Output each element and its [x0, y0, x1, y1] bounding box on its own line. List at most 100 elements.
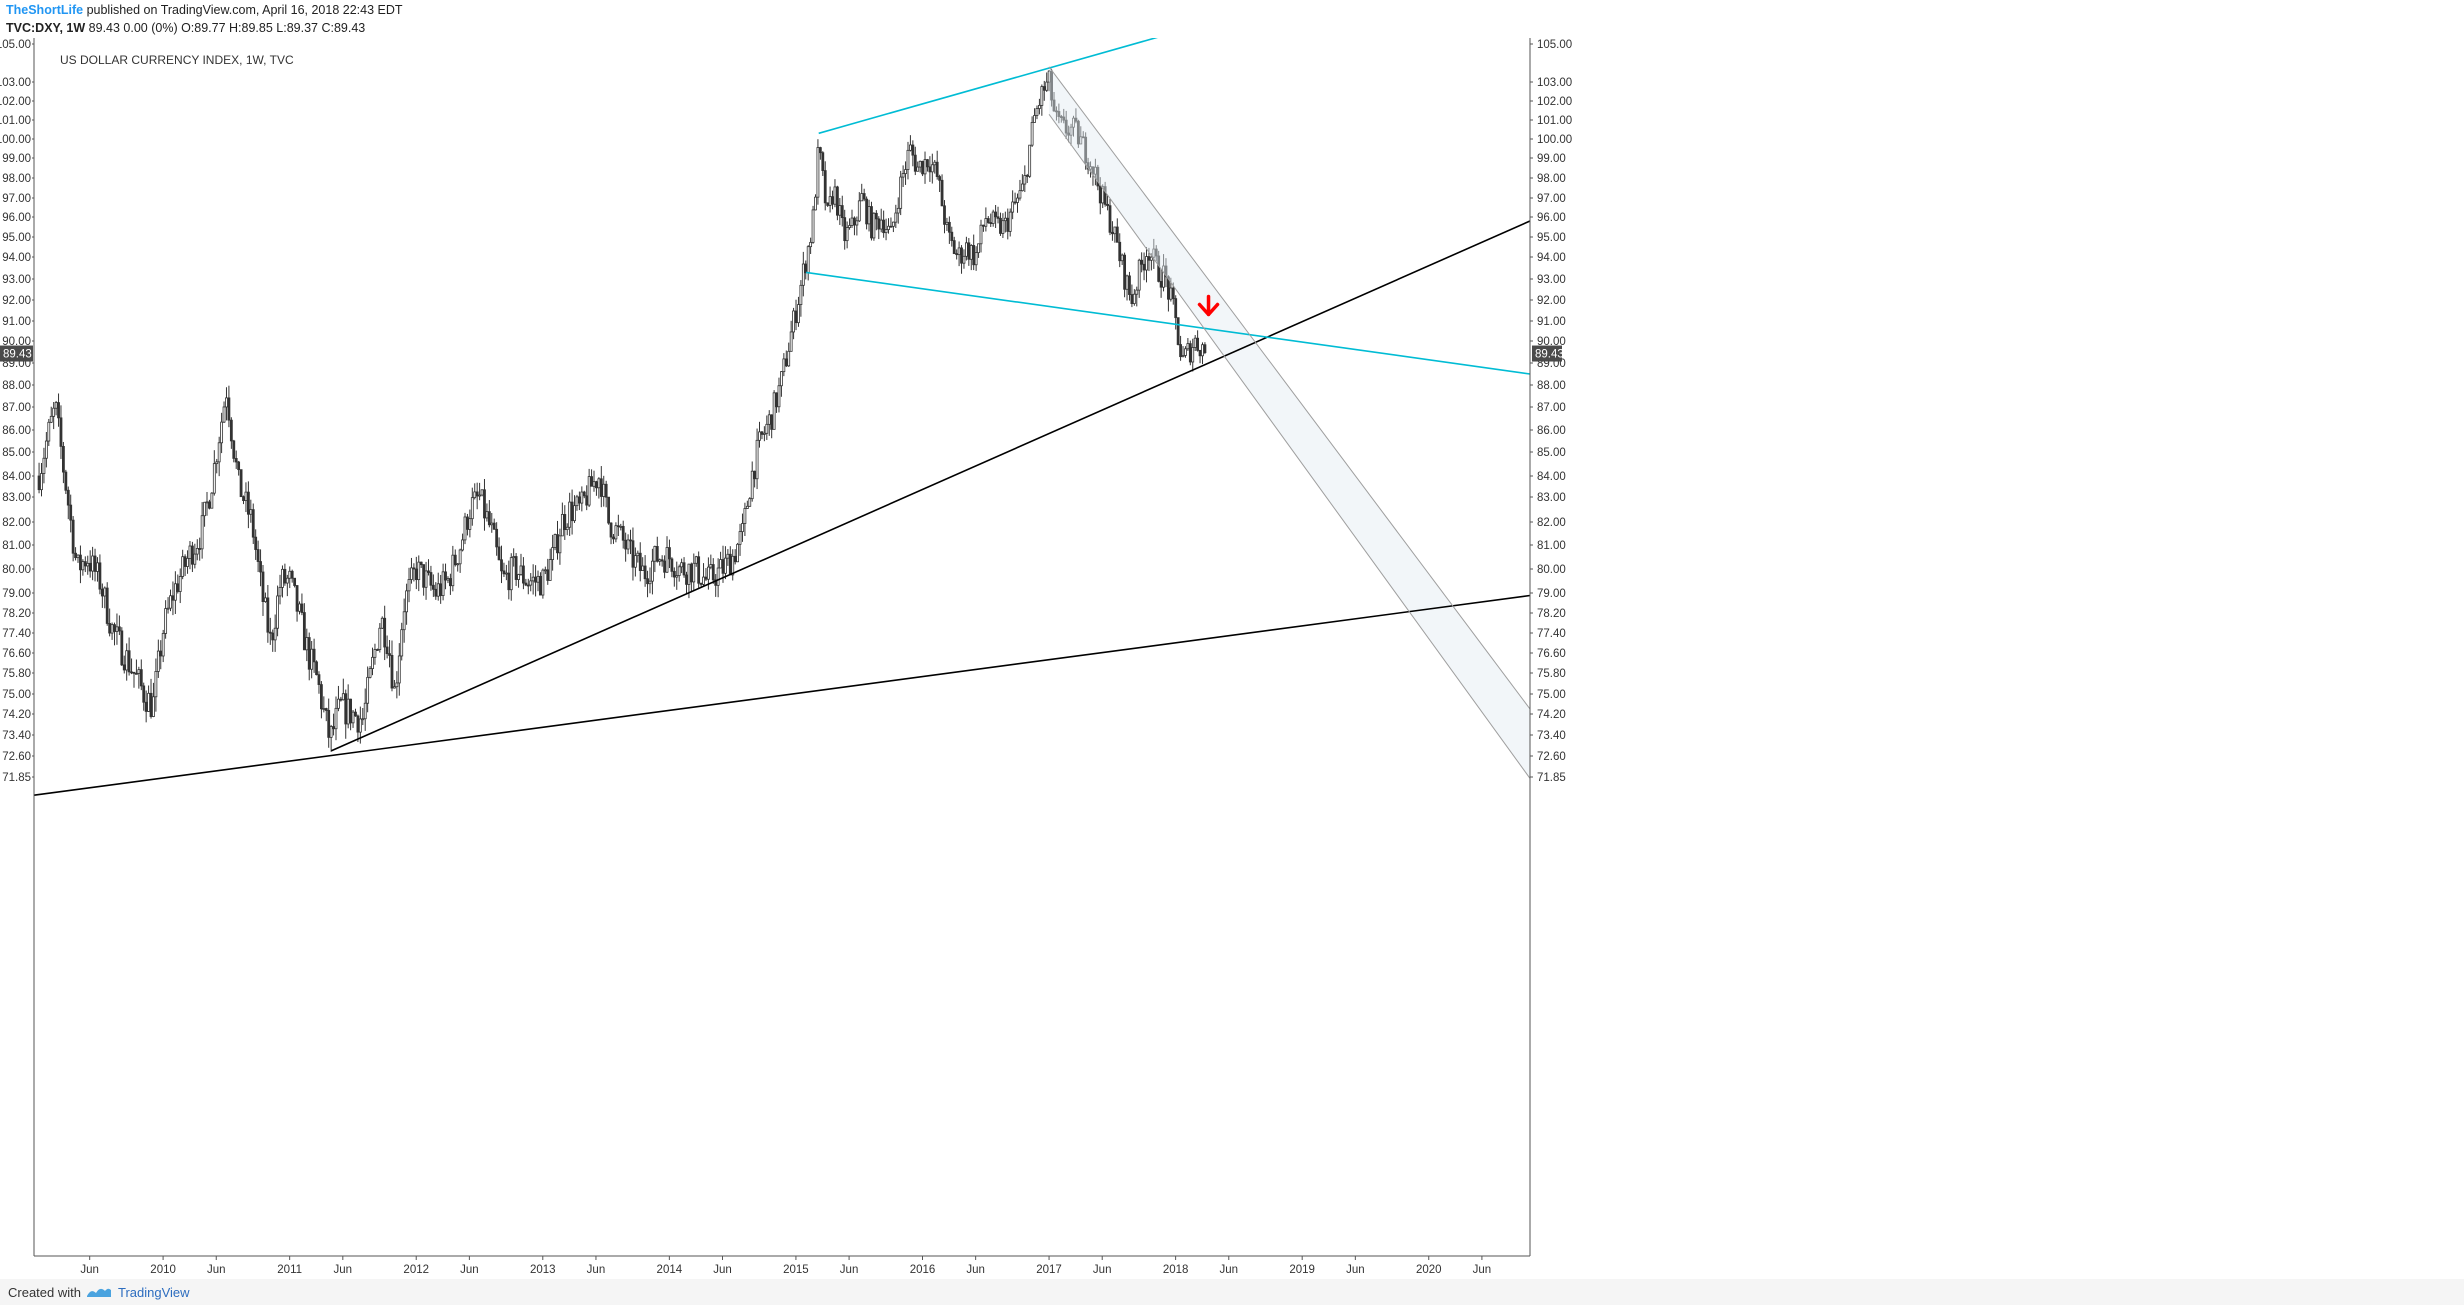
candle-up	[974, 252, 978, 266]
candle-down	[877, 218, 881, 230]
candle-down	[385, 646, 389, 655]
candle-up	[181, 556, 185, 577]
time-tick-label: Jun	[1093, 1264, 1112, 1276]
candle-down	[655, 546, 659, 562]
candle-down	[79, 554, 82, 571]
candle-down	[453, 554, 457, 566]
price-chart[interactable]: US DOLLAR CURRENCY INDEX, 1W, TVC 105.00…	[0, 38, 2464, 1279]
candle-up	[1045, 81, 1049, 91]
left-price-tick-label: 96.00	[2, 212, 31, 224]
candle-down	[502, 570, 506, 575]
candle-down	[546, 569, 550, 581]
candle-up	[110, 624, 114, 634]
candle-up	[169, 595, 172, 609]
candle-up	[517, 574, 520, 580]
candle-up	[762, 432, 766, 435]
candle-up	[1162, 265, 1165, 288]
candle-up	[811, 209, 815, 243]
time-tick-label: Jun	[587, 1264, 606, 1276]
candle-down	[349, 698, 353, 724]
candle-down	[889, 225, 893, 228]
candle-down	[950, 231, 954, 242]
candle-down	[1103, 186, 1107, 205]
candle-up	[1023, 175, 1027, 185]
channel-top-line[interactable]	[818, 38, 1201, 135]
candle-up	[407, 579, 411, 592]
tradingview-link[interactable]: TradingView	[118, 1285, 190, 1300]
candle-down	[1064, 119, 1068, 134]
candle-down	[940, 179, 944, 207]
candle-up	[1016, 197, 1019, 203]
candle-down	[882, 219, 886, 234]
right-price-tick-label: 96.00	[1537, 212, 1566, 224]
candle-down	[254, 536, 258, 550]
candle-down	[431, 584, 435, 590]
right-price-tick-label: 99.00	[1537, 153, 1566, 165]
rising-support-line[interactable]	[331, 220, 1531, 752]
axes: 105.00 105.00 103.00 103.00 102.00 102.00 101.…	[0, 38, 1572, 1276]
candle-down	[835, 186, 839, 216]
candle-up	[195, 548, 199, 555]
candle-down	[93, 555, 97, 572]
left-price-tick-label: 93.00	[2, 274, 31, 286]
candle-up	[485, 511, 489, 519]
candle-up	[541, 569, 545, 596]
candle-up	[575, 496, 579, 507]
candle-down	[208, 501, 211, 509]
candle-up	[767, 414, 771, 425]
candle-down	[324, 708, 328, 711]
lower-trendline[interactable]	[33, 594, 1531, 796]
candle-up	[1186, 343, 1190, 350]
candle-down	[843, 217, 847, 242]
right-price-tick-label: 78.20	[1537, 608, 1566, 620]
candle-down	[261, 571, 265, 603]
right-price-tick-label: 93.00	[1537, 274, 1566, 286]
right-price-tick-label: 80.00	[1537, 564, 1566, 576]
candle-down	[1203, 344, 1207, 354]
left-price-tick-label: 82.00	[2, 517, 31, 529]
falling-channel-lower[interactable]	[1048, 114, 1531, 779]
candle-up	[680, 562, 684, 568]
author-link[interactable]: TheShortLife	[6, 3, 84, 17]
candle-up	[1101, 186, 1105, 204]
time-tick-label: 2011	[277, 1264, 302, 1276]
candle-up	[809, 241, 813, 248]
candle-down	[865, 198, 869, 225]
candle-down	[1013, 201, 1017, 204]
right-price-tick-label: 101.00	[1537, 115, 1572, 127]
candle-down	[563, 514, 567, 531]
candle-up	[602, 483, 606, 497]
candle-up	[1079, 136, 1083, 145]
candle-down	[960, 247, 963, 264]
candle-up	[461, 539, 464, 551]
left-price-tick-label: 86.00	[2, 425, 31, 437]
candle-down	[64, 471, 68, 491]
left-price-tick-label: 87.00	[2, 402, 31, 414]
candle-up	[480, 489, 484, 496]
candle-down	[492, 522, 496, 530]
candle-up	[918, 160, 922, 168]
candle-down	[414, 568, 418, 581]
channel-bottom-line[interactable]	[805, 271, 1531, 375]
time-tick-label: Jun	[80, 1264, 99, 1276]
candle-down	[996, 216, 1000, 219]
candle-down	[1188, 343, 1192, 363]
candle-up	[1201, 344, 1204, 357]
candle-up	[648, 580, 652, 585]
time-tick-label: Jun	[840, 1264, 859, 1276]
candle-down	[599, 478, 603, 497]
candle-down	[1157, 255, 1161, 282]
candle-up	[44, 440, 48, 459]
candle-down	[1076, 120, 1080, 145]
tradingview-logo-icon[interactable]	[85, 1284, 113, 1303]
candle-up	[276, 595, 279, 629]
candle-up	[1033, 115, 1036, 123]
candle-up	[855, 220, 859, 226]
falling-channel-upper[interactable]	[1048, 66, 1531, 710]
candle-down	[307, 637, 311, 670]
trendlines[interactable]	[33, 38, 1531, 796]
candle-up	[916, 166, 920, 172]
candle-down	[821, 152, 825, 171]
candle-down	[526, 584, 530, 587]
candle-up	[872, 212, 876, 239]
